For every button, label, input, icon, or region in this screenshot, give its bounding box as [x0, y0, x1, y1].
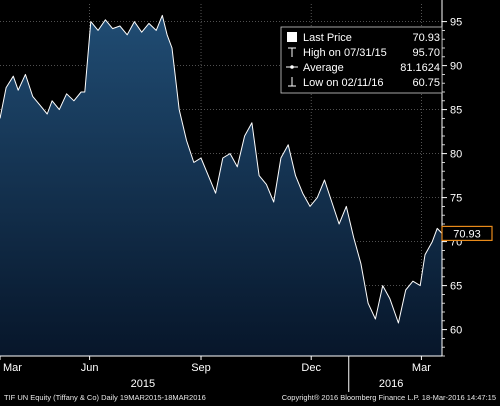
y-tick-label: 85: [450, 105, 462, 117]
price-area: [0, 15, 442, 357]
footer: TIF UN Equity (Tiffany & Co) Daily 19MAR…: [4, 393, 496, 402]
x-tick-label: Mar: [3, 362, 22, 374]
x-tick-label: Jun: [81, 362, 99, 374]
low-marker-icon: [288, 77, 296, 87]
y-tick-label: 80: [450, 149, 462, 161]
y-tick-label: 90: [450, 61, 462, 73]
y-tick-label: 95: [450, 17, 462, 29]
x-axis: Mar Jun Sep Dec Mar 2015 2016: [0, 355, 442, 392]
legend-value: 60.75: [412, 77, 440, 89]
high-marker-icon: [288, 47, 296, 57]
footer-security: TIF UN Equity (Tiffany & Co) Daily 19MAR…: [4, 393, 206, 402]
price-area-fill: [0, 15, 442, 357]
legend-value: 95.70: [412, 47, 440, 59]
price-line-path: [0, 14, 443, 324]
last-price-box: [441, 225, 493, 242]
y-tick-label: 65: [450, 281, 462, 293]
y-tick-label: 75: [450, 193, 462, 205]
last-price-tag: 70.93: [441, 225, 493, 242]
last-price-square-icon: [287, 32, 297, 42]
price-line: [0, 14, 443, 324]
legend-label: Average: [303, 62, 344, 74]
x-tick-label: Dec: [301, 362, 321, 374]
last-price-tag-value: 70.93: [453, 228, 481, 240]
legend-label: Low on 02/11/16: [303, 77, 384, 89]
year-label: 2016: [379, 378, 403, 390]
average-marker-icon: [286, 65, 298, 69]
legend-label: Last Price: [303, 32, 352, 44]
year-label: 2015: [131, 378, 155, 390]
legend-value: 70.93: [412, 32, 440, 44]
x-tick-label: Mar: [412, 362, 431, 374]
legend-label: High on 07/31/15: [303, 47, 387, 59]
x-tick-label: Sep: [191, 362, 211, 374]
legend-value: 81.1624: [400, 62, 440, 74]
footer-copyright: Copyright® 2016 Bloomberg Finance L.P. 1…: [282, 393, 496, 402]
y-tick-label: 60: [450, 325, 462, 337]
legend-box: [280, 26, 443, 94]
legend: Last Price 70.93 High on 07/31/15 95.70 Aver…: [280, 26, 443, 94]
